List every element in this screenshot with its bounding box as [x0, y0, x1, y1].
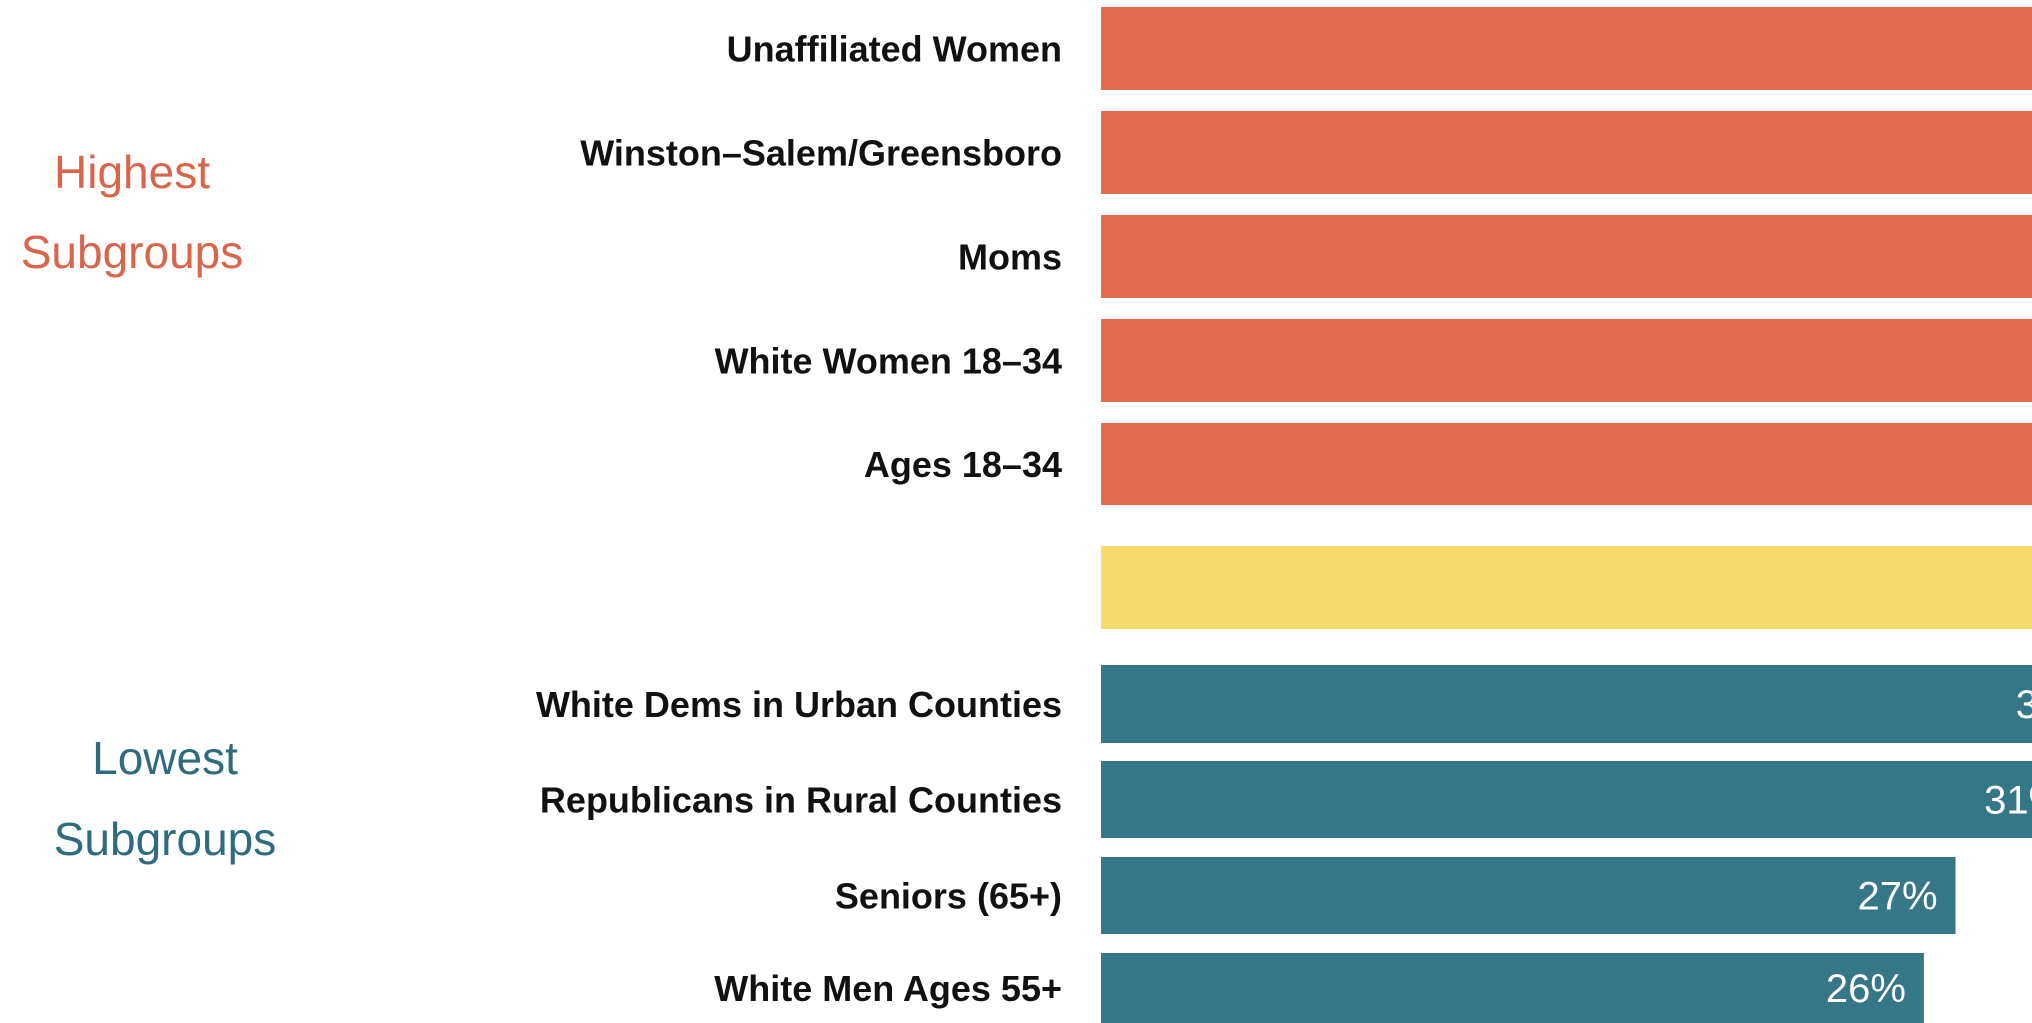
category-label-ages-18-34: Ages 18–34	[864, 444, 1062, 485]
bar-white-dems-in-urban-counties	[1101, 665, 2032, 743]
bars	[1101, 7, 2032, 1023]
bar-ages-18-34	[1101, 423, 2032, 505]
category-label-republicans-in-rural-counties: Republicans in Rural Counties	[540, 780, 1062, 821]
value-label-seniors-65: 27%	[1857, 875, 1937, 919]
bar-all-voters	[1101, 546, 2032, 629]
bar-unaffiliated-women	[1101, 7, 2032, 90]
lowest-group-label-line-2: Subgroups	[54, 813, 277, 865]
value-label-white-dems-in-urban-counties: 32%	[2016, 683, 2032, 727]
category-label-seniors-65: Seniors (65+)	[835, 876, 1062, 917]
highest-group-label-line-2: Subgroups	[21, 226, 244, 278]
bar-white-men-ages-55	[1101, 953, 1924, 1023]
category-labels: Unaffiliated Women Winston–Salem/Greensbo…	[536, 29, 1346, 1010]
category-label-unaffiliated-women: Unaffiliated Women	[727, 29, 1062, 70]
category-label-winston-salem-greensboro: Winston–Salem/Greensboro	[580, 133, 1062, 174]
bar-seniors-65	[1101, 857, 1956, 934]
group-labels: Highest Subgroups Lowest Subgroups	[21, 146, 277, 865]
value-label-white-men-ages-55: 26%	[1826, 967, 1906, 1011]
category-label-white-women-18-34: White Women 18–34	[715, 341, 1062, 382]
category-label-white-dems-in-urban-counties: White Dems in Urban Counties	[536, 684, 1062, 725]
value-labels: 58%57%56%54%53%43%32%31%27%26%	[1826, 683, 2032, 1011]
bar-republicans-in-rural-counties	[1101, 761, 2032, 838]
bar-winston-salem-greensboro	[1101, 111, 2032, 194]
highest-group-label-line-1: Highest	[54, 146, 210, 198]
category-label-moms: Moms	[958, 237, 1062, 278]
category-label-white-men-ages-55: White Men Ages 55+	[714, 968, 1062, 1009]
lowest-group-label-line-1: Lowest	[92, 732, 238, 784]
bar-moms	[1101, 215, 2032, 298]
bar-white-women-18-34	[1101, 319, 2032, 402]
value-label-republicans-in-rural-counties: 31%	[1984, 779, 2032, 823]
